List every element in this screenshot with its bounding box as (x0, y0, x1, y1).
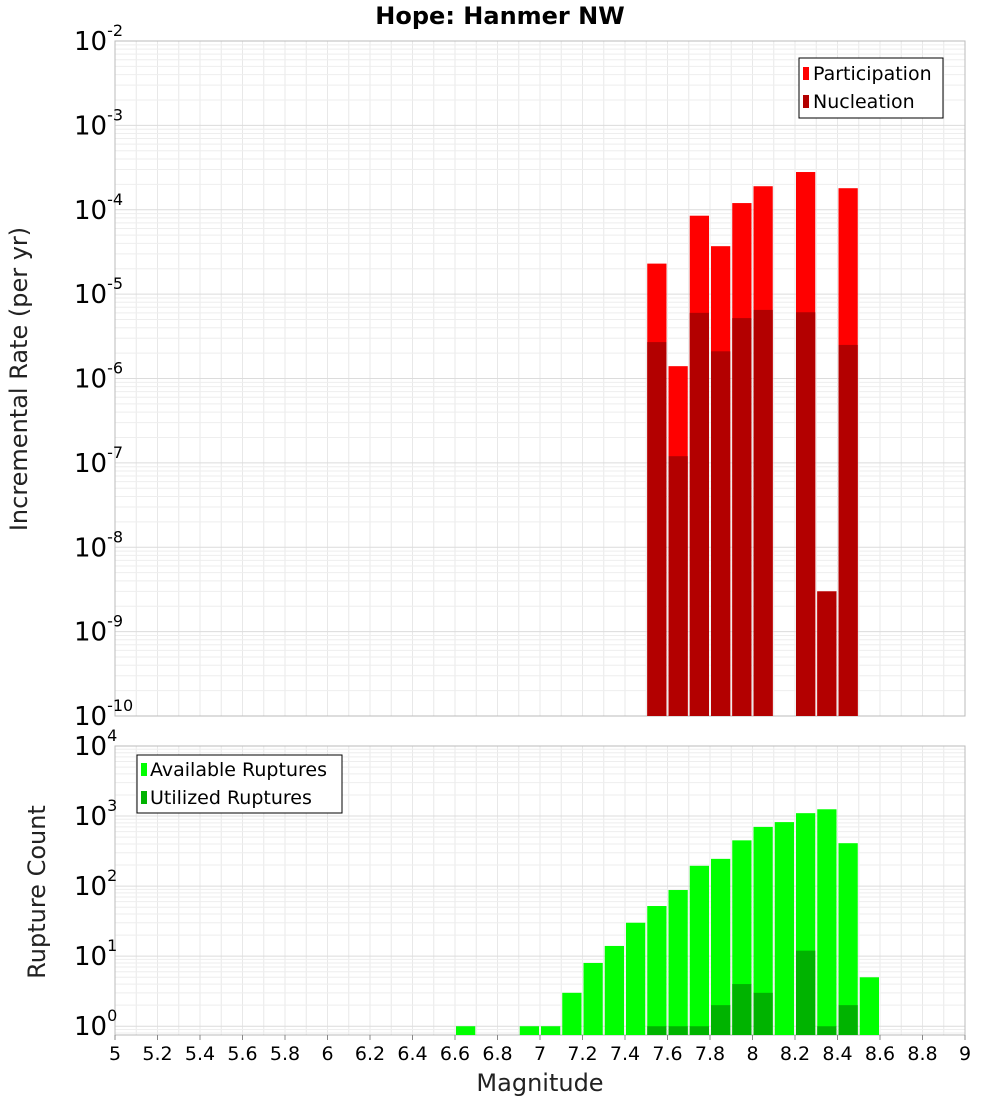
x-tick-label: 8.2 (780, 1043, 810, 1065)
bar-available-ruptures-7.45 (626, 922, 646, 1035)
top-y-tick-label: 10-3 (74, 105, 123, 141)
x-tick-label: 5.8 (270, 1043, 300, 1065)
bottom-y-tick-label: 102 (74, 866, 117, 902)
bar-nucleation-7.85 (711, 351, 731, 716)
top-y-tick-label: 10-2 (74, 21, 123, 57)
top-panel: 10-10 10-9 10-8 10-7 10-6 10-5 10-4 10-3 10-2 In… (5, 21, 966, 732)
bar-nucleation-8.35 (817, 591, 837, 716)
bar-available-ruptures-8.35 (817, 809, 837, 1035)
top-plot-frame (114, 40, 966, 717)
x-tick-label: 6.2 (355, 1043, 385, 1065)
x-tick-label: 6.4 (397, 1043, 427, 1065)
bar-utilized-ruptures-8.05 (753, 992, 773, 1035)
x-tick-label: 8.8 (907, 1043, 937, 1065)
top-y-tick-label: 10-7 (74, 443, 123, 479)
bottom-y-tick-label: 100 (74, 1006, 117, 1042)
legend-label-participation: Participation (813, 63, 932, 85)
bar-available-ruptures-7.15 (562, 992, 582, 1035)
legend-swatch-participation (803, 67, 809, 80)
x-tick-label: 8.6 (865, 1043, 895, 1065)
top-grid (114, 40, 966, 717)
bottom-legend: Available Ruptures Utilized Ruptures (136, 754, 343, 814)
top-y-tick-label: 10-6 (74, 359, 123, 395)
bar-utilized-ruptures-7.55 (647, 1026, 667, 1035)
bar-nucleation-7.95 (732, 318, 752, 716)
x-tick-label: 6.8 (482, 1043, 512, 1065)
bottom-y-tick-label: 101 (74, 936, 117, 972)
bar-available-ruptures-7.25 (583, 962, 603, 1035)
top-y-tick-label: 10-4 (74, 190, 123, 226)
bar-nucleation-8.45 (838, 344, 858, 716)
x-tick-label: 5.2 (142, 1043, 172, 1065)
bottom-legend-box (136, 754, 343, 814)
top-y-tick-label: 10-9 (74, 612, 123, 648)
bar-utilized-ruptures-7.75 (689, 1026, 709, 1035)
bar-available-ruptures-8.15 (774, 822, 794, 1035)
bar-available-ruptures-6.65 (456, 1026, 476, 1035)
bar-utilized-ruptures-8.45 (838, 1005, 858, 1035)
x-tick-label: 5 (109, 1043, 121, 1065)
top-legend-box (798, 57, 944, 119)
bar-available-ruptures-7.35 (604, 945, 624, 1035)
x-tick-label: 7.8 (695, 1043, 725, 1065)
x-tick-label: 7.6 (652, 1043, 682, 1065)
x-tick-label: 7.4 (610, 1043, 640, 1065)
x-tick-label: 5.4 (185, 1043, 215, 1065)
top-y-axis-label: Incremental Rate (per yr) (5, 227, 33, 531)
bar-utilized-ruptures-8.35 (817, 1026, 837, 1035)
bar-nucleation-7.65 (668, 456, 688, 716)
bottom-bars (456, 809, 879, 1035)
bar-utilized-ruptures-7.85 (711, 1005, 731, 1035)
x-tick-label: 5.6 (227, 1043, 257, 1065)
bottom-y-tick-label: 104 (74, 726, 117, 762)
bottom-panel: 100 101 102 103 104 5 5.2 5.4 5.6 5.8 6 6.2 6.4 6.6 6… (23, 726, 971, 1097)
x-tick-label: 8 (746, 1043, 758, 1065)
legend-swatch-available-ruptures (141, 763, 147, 776)
legend-swatch-utilized-ruptures (141, 791, 147, 804)
legend-swatch-nucleation (803, 95, 809, 108)
bar-utilized-ruptures-7.65 (668, 1026, 688, 1035)
bar-available-ruptures-8.55 (859, 977, 879, 1035)
bar-utilized-ruptures-7.95 (732, 984, 752, 1035)
bar-available-ruptures-7.75 (689, 865, 709, 1035)
bottom-y-tick-label: 103 (74, 796, 117, 832)
top-legend: Participation Nucleation (798, 57, 944, 119)
x-axis-label: Magnitude (476, 1069, 603, 1097)
top-y-tick-label: 10-8 (74, 527, 123, 563)
bottom-x-ticks: 5 5.2 5.4 5.6 5.8 6 6.2 6.4 6.6 6.8 7 7.2 7.4 7.6 7.8 8… (109, 1035, 971, 1065)
bar-available-ruptures-8.05 (753, 826, 773, 1035)
x-tick-label: 7.2 (567, 1043, 597, 1065)
chart-title: Hope: Hanmer NW (375, 2, 624, 30)
bar-available-ruptures-7.65 (668, 890, 688, 1035)
legend-label-nucleation: Nucleation (813, 91, 915, 113)
bottom-y-axis-label: Rupture Count (23, 805, 51, 979)
x-tick-label: 7 (534, 1043, 546, 1065)
top-y-tick-label: 10-5 (74, 274, 123, 310)
bar-nucleation-7.55 (647, 342, 667, 716)
bar-available-ruptures-6.95 (519, 1026, 539, 1035)
bar-utilized-ruptures-8.25 (796, 950, 816, 1035)
bar-nucleation-8.25 (796, 312, 816, 716)
x-tick-label: 8.4 (822, 1043, 852, 1065)
legend-label-utilized-ruptures: Utilized Ruptures (150, 787, 312, 809)
bar-nucleation-8.05 (753, 309, 773, 716)
bar-available-ruptures-7.05 (541, 1026, 561, 1035)
top-y-tick-label: 10-10 (74, 696, 133, 732)
x-tick-label: 6.6 (440, 1043, 470, 1065)
top-bars (647, 172, 858, 717)
x-tick-label: 9 (959, 1043, 971, 1065)
bar-nucleation-7.75 (689, 312, 709, 716)
top-y-ticks: 10-10 10-9 10-8 10-7 10-6 10-5 10-4 10-3 10-2 (74, 21, 133, 732)
bottom-y-ticks: 100 101 102 103 104 (74, 726, 117, 1042)
legend-label-available-ruptures: Available Ruptures (150, 759, 327, 781)
x-tick-label: 6 (321, 1043, 333, 1065)
bar-available-ruptures-8.45 (838, 843, 858, 1035)
bar-available-ruptures-7.85 (711, 858, 731, 1035)
bar-available-ruptures-7.55 (647, 906, 667, 1035)
